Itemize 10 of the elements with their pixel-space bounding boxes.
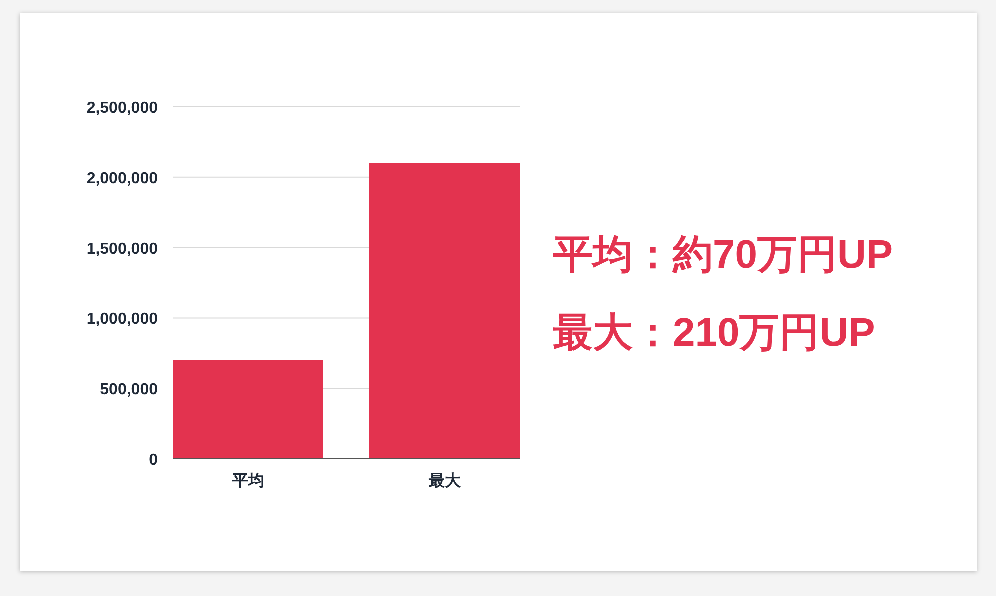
y-tick-label: 1,000,000 bbox=[86, 311, 158, 328]
y-tick-label: 2,000,000 bbox=[86, 170, 158, 188]
y-tick-label: 500,000 bbox=[100, 382, 158, 399]
y-tick-label: 0 bbox=[149, 452, 158, 469]
y-tick-label: 1,500,000 bbox=[86, 240, 158, 258]
text: 平均：約70万円UP bbox=[552, 233, 894, 277]
x-tick-label: 最大 bbox=[428, 472, 462, 490]
y-tick-label: 2,500,000 bbox=[86, 100, 158, 117]
text: 最大：210万円UP bbox=[553, 311, 876, 355]
x-tick-label: 平均 bbox=[231, 472, 264, 490]
